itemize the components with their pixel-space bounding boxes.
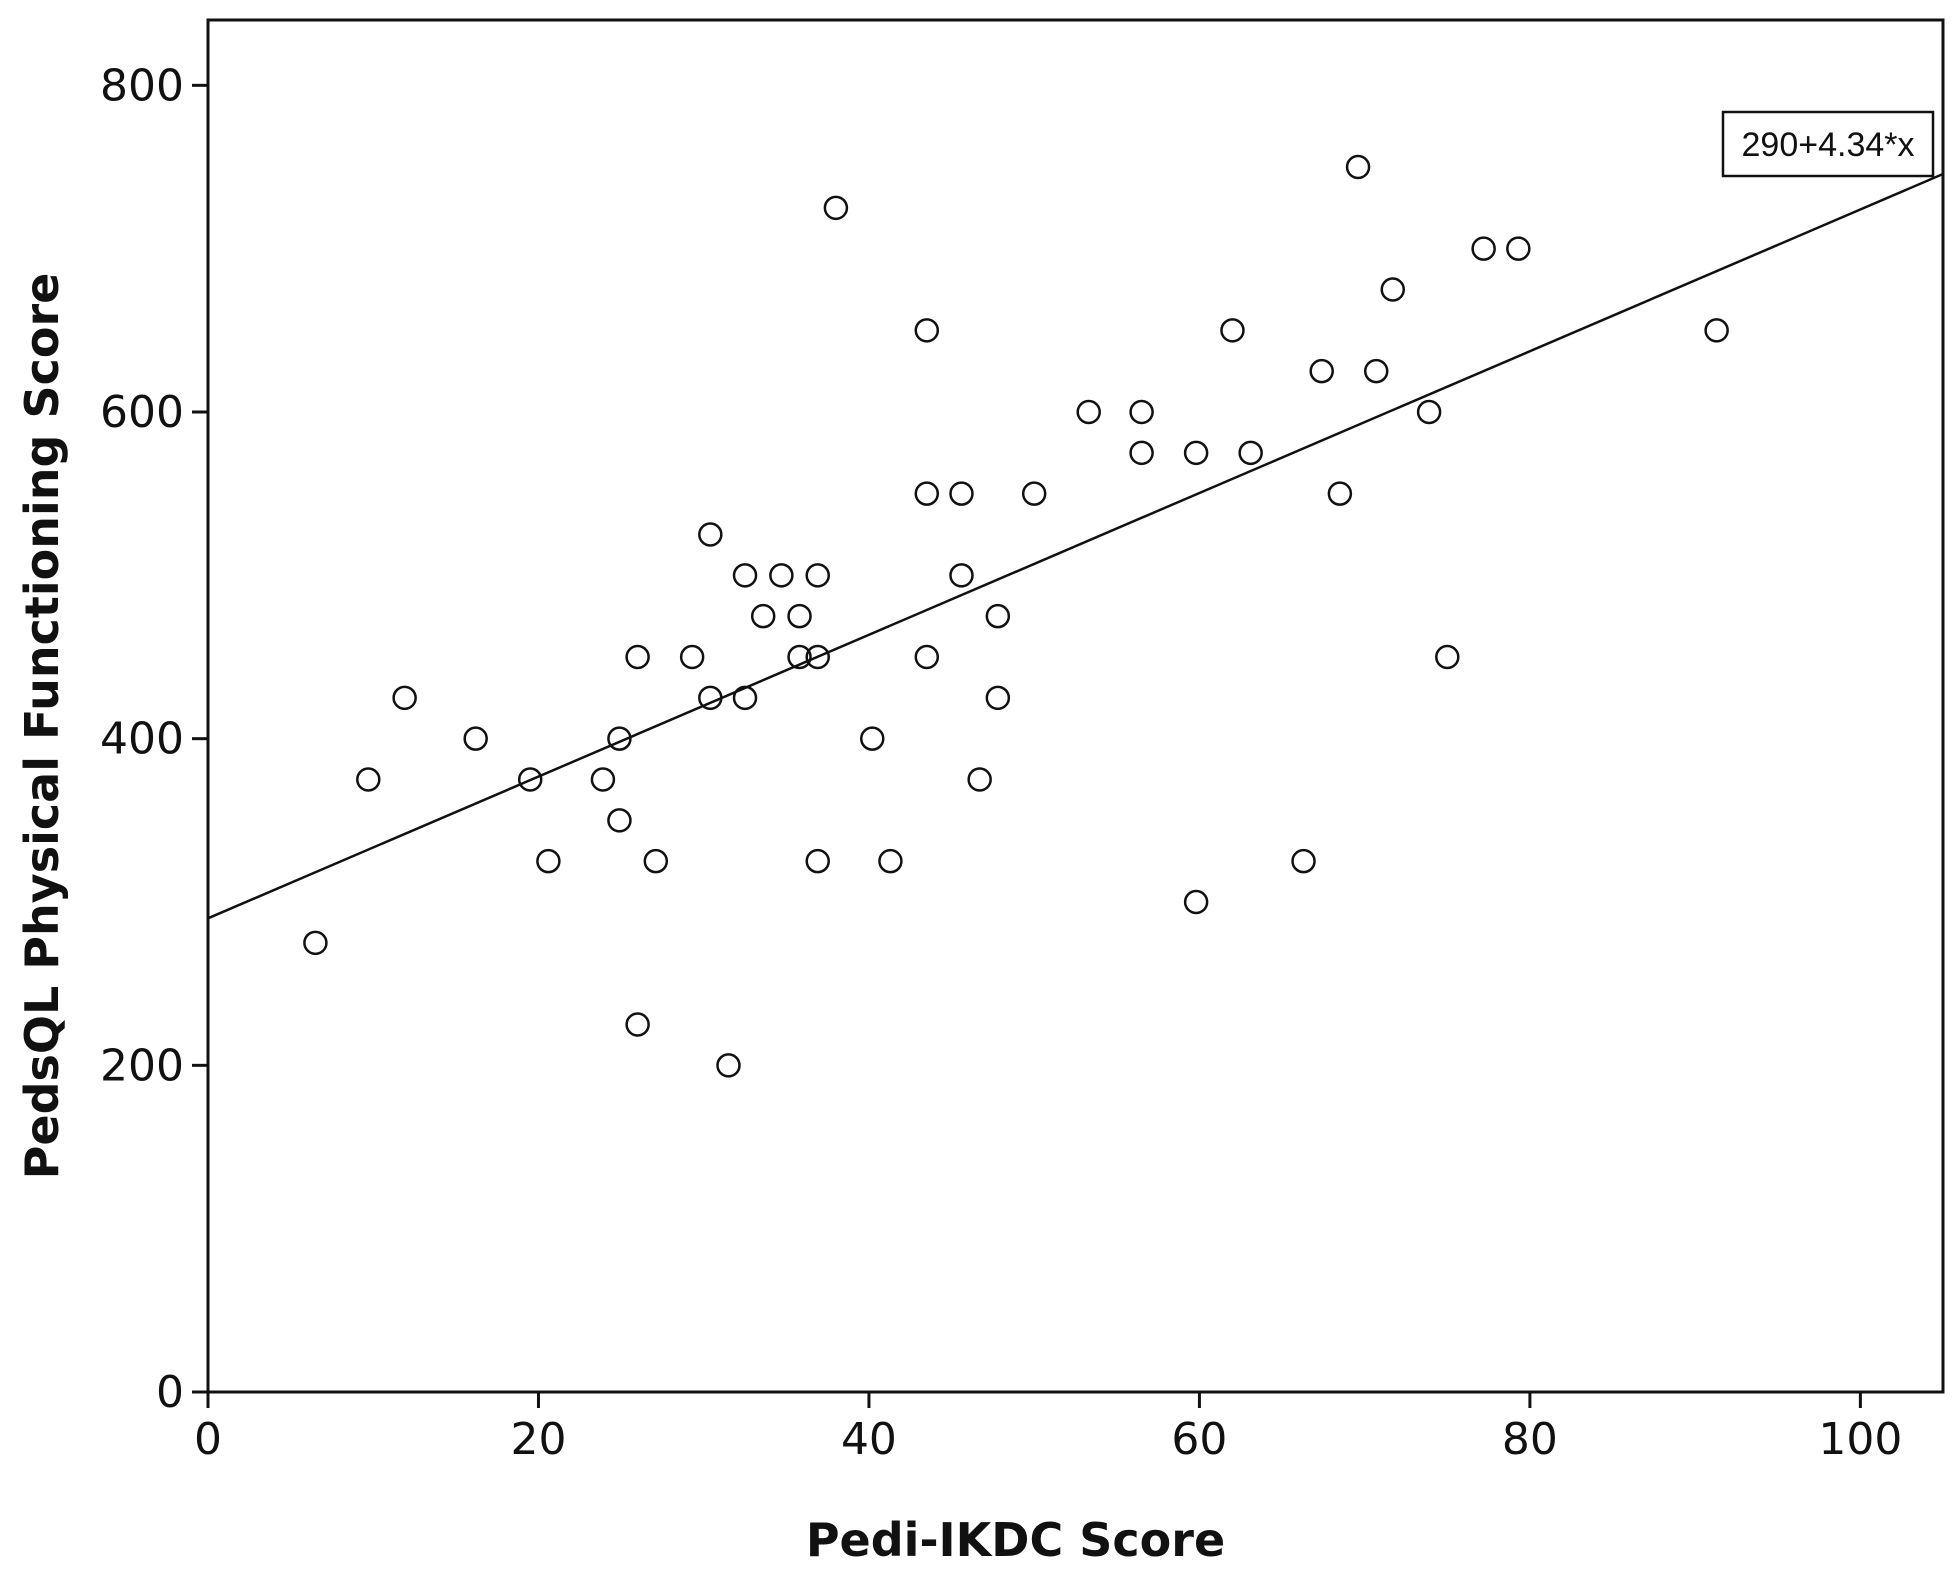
x-tick-label: 60 [1171, 1414, 1227, 1465]
data-point [732, 563, 758, 588]
data-point [967, 767, 992, 792]
y-tick-label: 400 [100, 714, 184, 765]
data-point [1183, 889, 1209, 915]
data-point [679, 644, 705, 670]
data-point [392, 685, 417, 711]
y-tick-label: 0 [156, 1367, 184, 1418]
y-tick-label: 200 [100, 1040, 184, 1091]
data-point [356, 767, 381, 792]
data-point [732, 685, 758, 711]
data-point [787, 603, 812, 629]
data-point [698, 685, 723, 711]
y-tick-label: 800 [100, 60, 184, 111]
x-tick-label: 20 [510, 1414, 566, 1465]
data-point [1129, 399, 1154, 425]
x-axis-title: Pedi-IKDC Score [806, 1513, 1225, 1567]
data-point [949, 563, 974, 588]
data-point [536, 848, 561, 874]
data-points [303, 154, 1729, 1078]
data-point [590, 767, 616, 792]
data-point [607, 726, 632, 751]
data-point [914, 481, 940, 506]
equation-annotation: 290+4.34*x [1721, 110, 1935, 178]
data-point [787, 644, 812, 670]
data-point [625, 644, 650, 670]
data-point [1345, 154, 1371, 180]
data-point [750, 603, 776, 629]
data-point [985, 603, 1011, 629]
data-point [805, 848, 830, 874]
data-point [1291, 848, 1316, 874]
data-point [769, 563, 794, 588]
data-point [860, 726, 885, 751]
data-point [1380, 277, 1406, 302]
x-tick-label: 100 [1818, 1414, 1902, 1465]
x-tick-label: 0 [194, 1414, 222, 1465]
data-point [1076, 399, 1101, 425]
data-point [625, 1012, 650, 1037]
regression-line [207, 172, 1944, 920]
x-axis: 0 20 40 60 80 100 [194, 1392, 1902, 1465]
plot-area-frame [206, 18, 1945, 1394]
data-point [805, 563, 830, 588]
data-point [643, 848, 669, 874]
x-tick-label: 40 [841, 1414, 897, 1465]
data-point [303, 930, 328, 956]
equation-label: 290+4.34*x [1742, 126, 1915, 164]
data-point [716, 1053, 741, 1078]
data-point [1021, 481, 1047, 506]
data-point [1506, 236, 1531, 261]
data-point [1471, 236, 1496, 261]
y-axis: 0 200 400 600 800 [100, 60, 208, 1418]
data-point [1416, 399, 1442, 425]
data-point [698, 522, 723, 547]
data-point [463, 726, 488, 751]
data-point [1238, 440, 1263, 466]
data-point [607, 808, 632, 833]
equation-box [1721, 110, 1935, 178]
y-tick-label: 600 [100, 387, 184, 438]
y-axis-title: PedsQL Physical Functioning Score [15, 273, 69, 1180]
data-point [1327, 481, 1353, 506]
data-point [1220, 318, 1245, 343]
data-point [914, 644, 940, 670]
data-point [823, 195, 849, 221]
data-point [1309, 358, 1334, 384]
data-point [517, 767, 543, 792]
data-point [1704, 318, 1729, 343]
data-point [805, 644, 830, 670]
data-point [1435, 644, 1460, 670]
data-point [985, 685, 1011, 711]
data-point [1129, 440, 1154, 466]
data-point [949, 481, 974, 506]
data-point [1363, 358, 1389, 384]
data-point [914, 318, 940, 343]
data-point [1183, 440, 1209, 466]
data-point [878, 848, 903, 874]
x-tick-label: 80 [1502, 1414, 1558, 1465]
